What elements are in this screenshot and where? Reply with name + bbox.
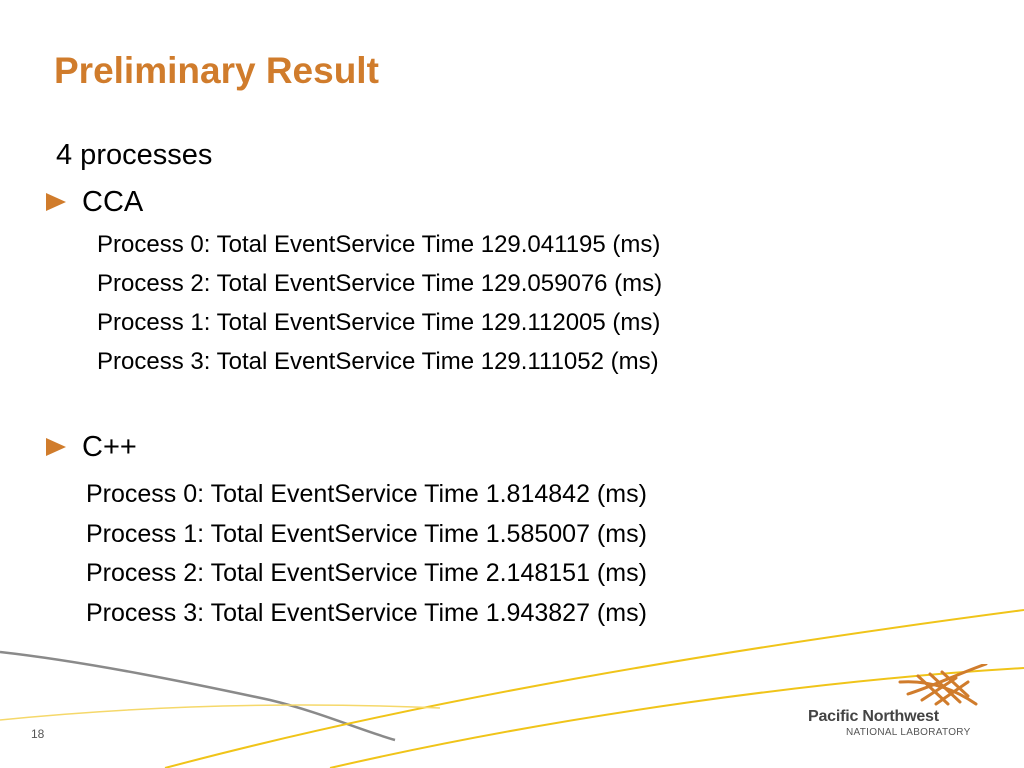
page-number: 18 — [31, 727, 45, 741]
triangle-bullet-icon — [46, 193, 66, 211]
triangle-bullet-icon — [46, 438, 66, 456]
result-line: Process 1: Total EventService Time 129.1… — [97, 309, 661, 336]
bullet-label: CCA — [82, 186, 144, 218]
result-line: Process 0: Total EventService Time 129.0… — [97, 231, 661, 258]
bullet-cca: CCA — [46, 185, 143, 219]
cca-results-list: Process 0: Total EventService Time 129.0… — [97, 228, 662, 384]
result-line: Process 3: Total EventService Time 1.943… — [86, 598, 647, 627]
bullet-cpp: C++ — [46, 430, 137, 464]
result-line: Process 1: Total EventService Time 1.585… — [86, 519, 647, 548]
result-line: Process 2: Total EventService Time 2.148… — [86, 559, 647, 587]
lattice-mark-icon — [898, 664, 988, 706]
slide-title: Preliminary Result — [54, 50, 379, 91]
result-line: Process 2: Total EventService Time 129.0… — [97, 270, 663, 297]
result-line: Process 0: Total EventService Time 1.814… — [86, 480, 647, 508]
logo-subtitle: NATIONAL LABORATORY — [846, 727, 971, 738]
bullet-label: C++ — [82, 431, 137, 463]
intro-text: 4 processes — [56, 139, 213, 171]
pnnl-logo: Pacific Northwest NATIONAL LABORATORY — [806, 664, 1006, 744]
result-line: Process 3: Total EventService Time 129.1… — [97, 348, 659, 375]
logo-name: Pacific Northwest — [808, 708, 939, 725]
cpp-results-list: Process 0: Total EventService Time 1.814… — [86, 477, 647, 635]
